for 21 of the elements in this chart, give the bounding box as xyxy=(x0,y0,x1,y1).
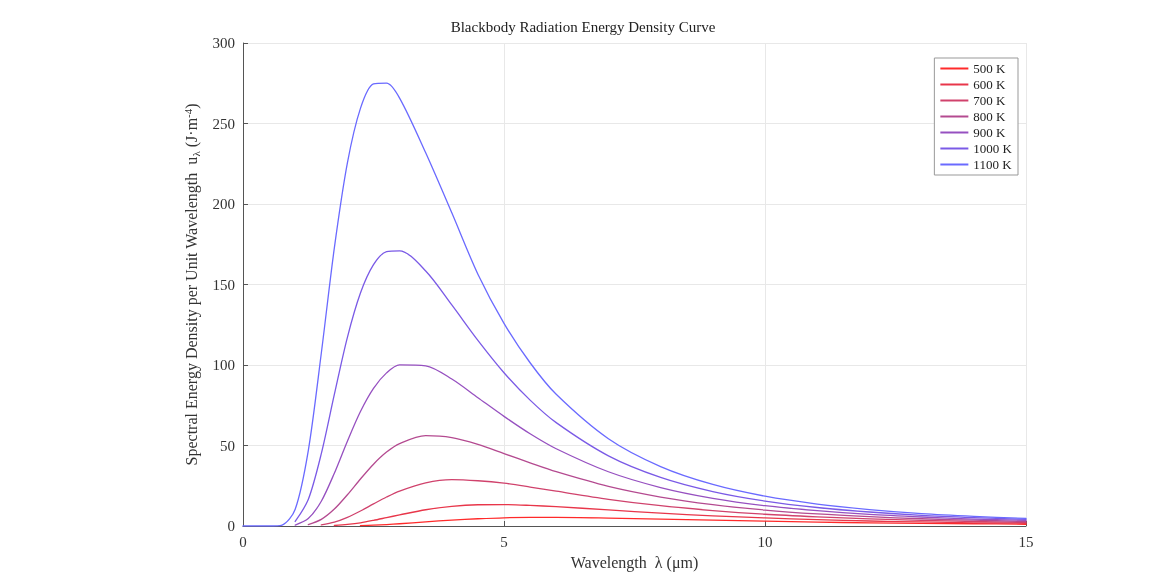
legend-label: 600 K xyxy=(973,77,1007,92)
legend-label: 1000 K xyxy=(973,141,1013,156)
y-tick-label: 100 xyxy=(212,357,235,373)
legend-label: 900 K xyxy=(973,125,1007,140)
y-tick-label: 300 xyxy=(212,35,235,51)
legend-label: 1100 K xyxy=(973,157,1013,172)
y-tick-label: 0 xyxy=(227,518,235,534)
x-tick-label: 10 xyxy=(757,533,773,550)
chart-title: Blackbody Radiation Energy Density Curve xyxy=(450,18,716,35)
y-tick-label: 250 xyxy=(212,115,235,132)
x-tick-label: 0 xyxy=(239,533,247,550)
legend-label: 800 K xyxy=(973,109,1007,124)
x-tick-label: 15 xyxy=(1018,533,1034,550)
x-axis-title: Wavelength λ (μm) xyxy=(570,553,699,572)
y-axis-title: Spectral Energy Density per Unit Wavelength uλ (J·m-4) xyxy=(181,103,202,466)
x-tick-label: 5 xyxy=(500,533,508,550)
y-tick-label: 150 xyxy=(212,276,235,293)
y-tick-label: 50 xyxy=(220,437,235,454)
y-tick-label: 200 xyxy=(212,196,235,212)
legend-label: 700 K xyxy=(973,93,1007,108)
legend-label: 500 K xyxy=(973,61,1007,76)
